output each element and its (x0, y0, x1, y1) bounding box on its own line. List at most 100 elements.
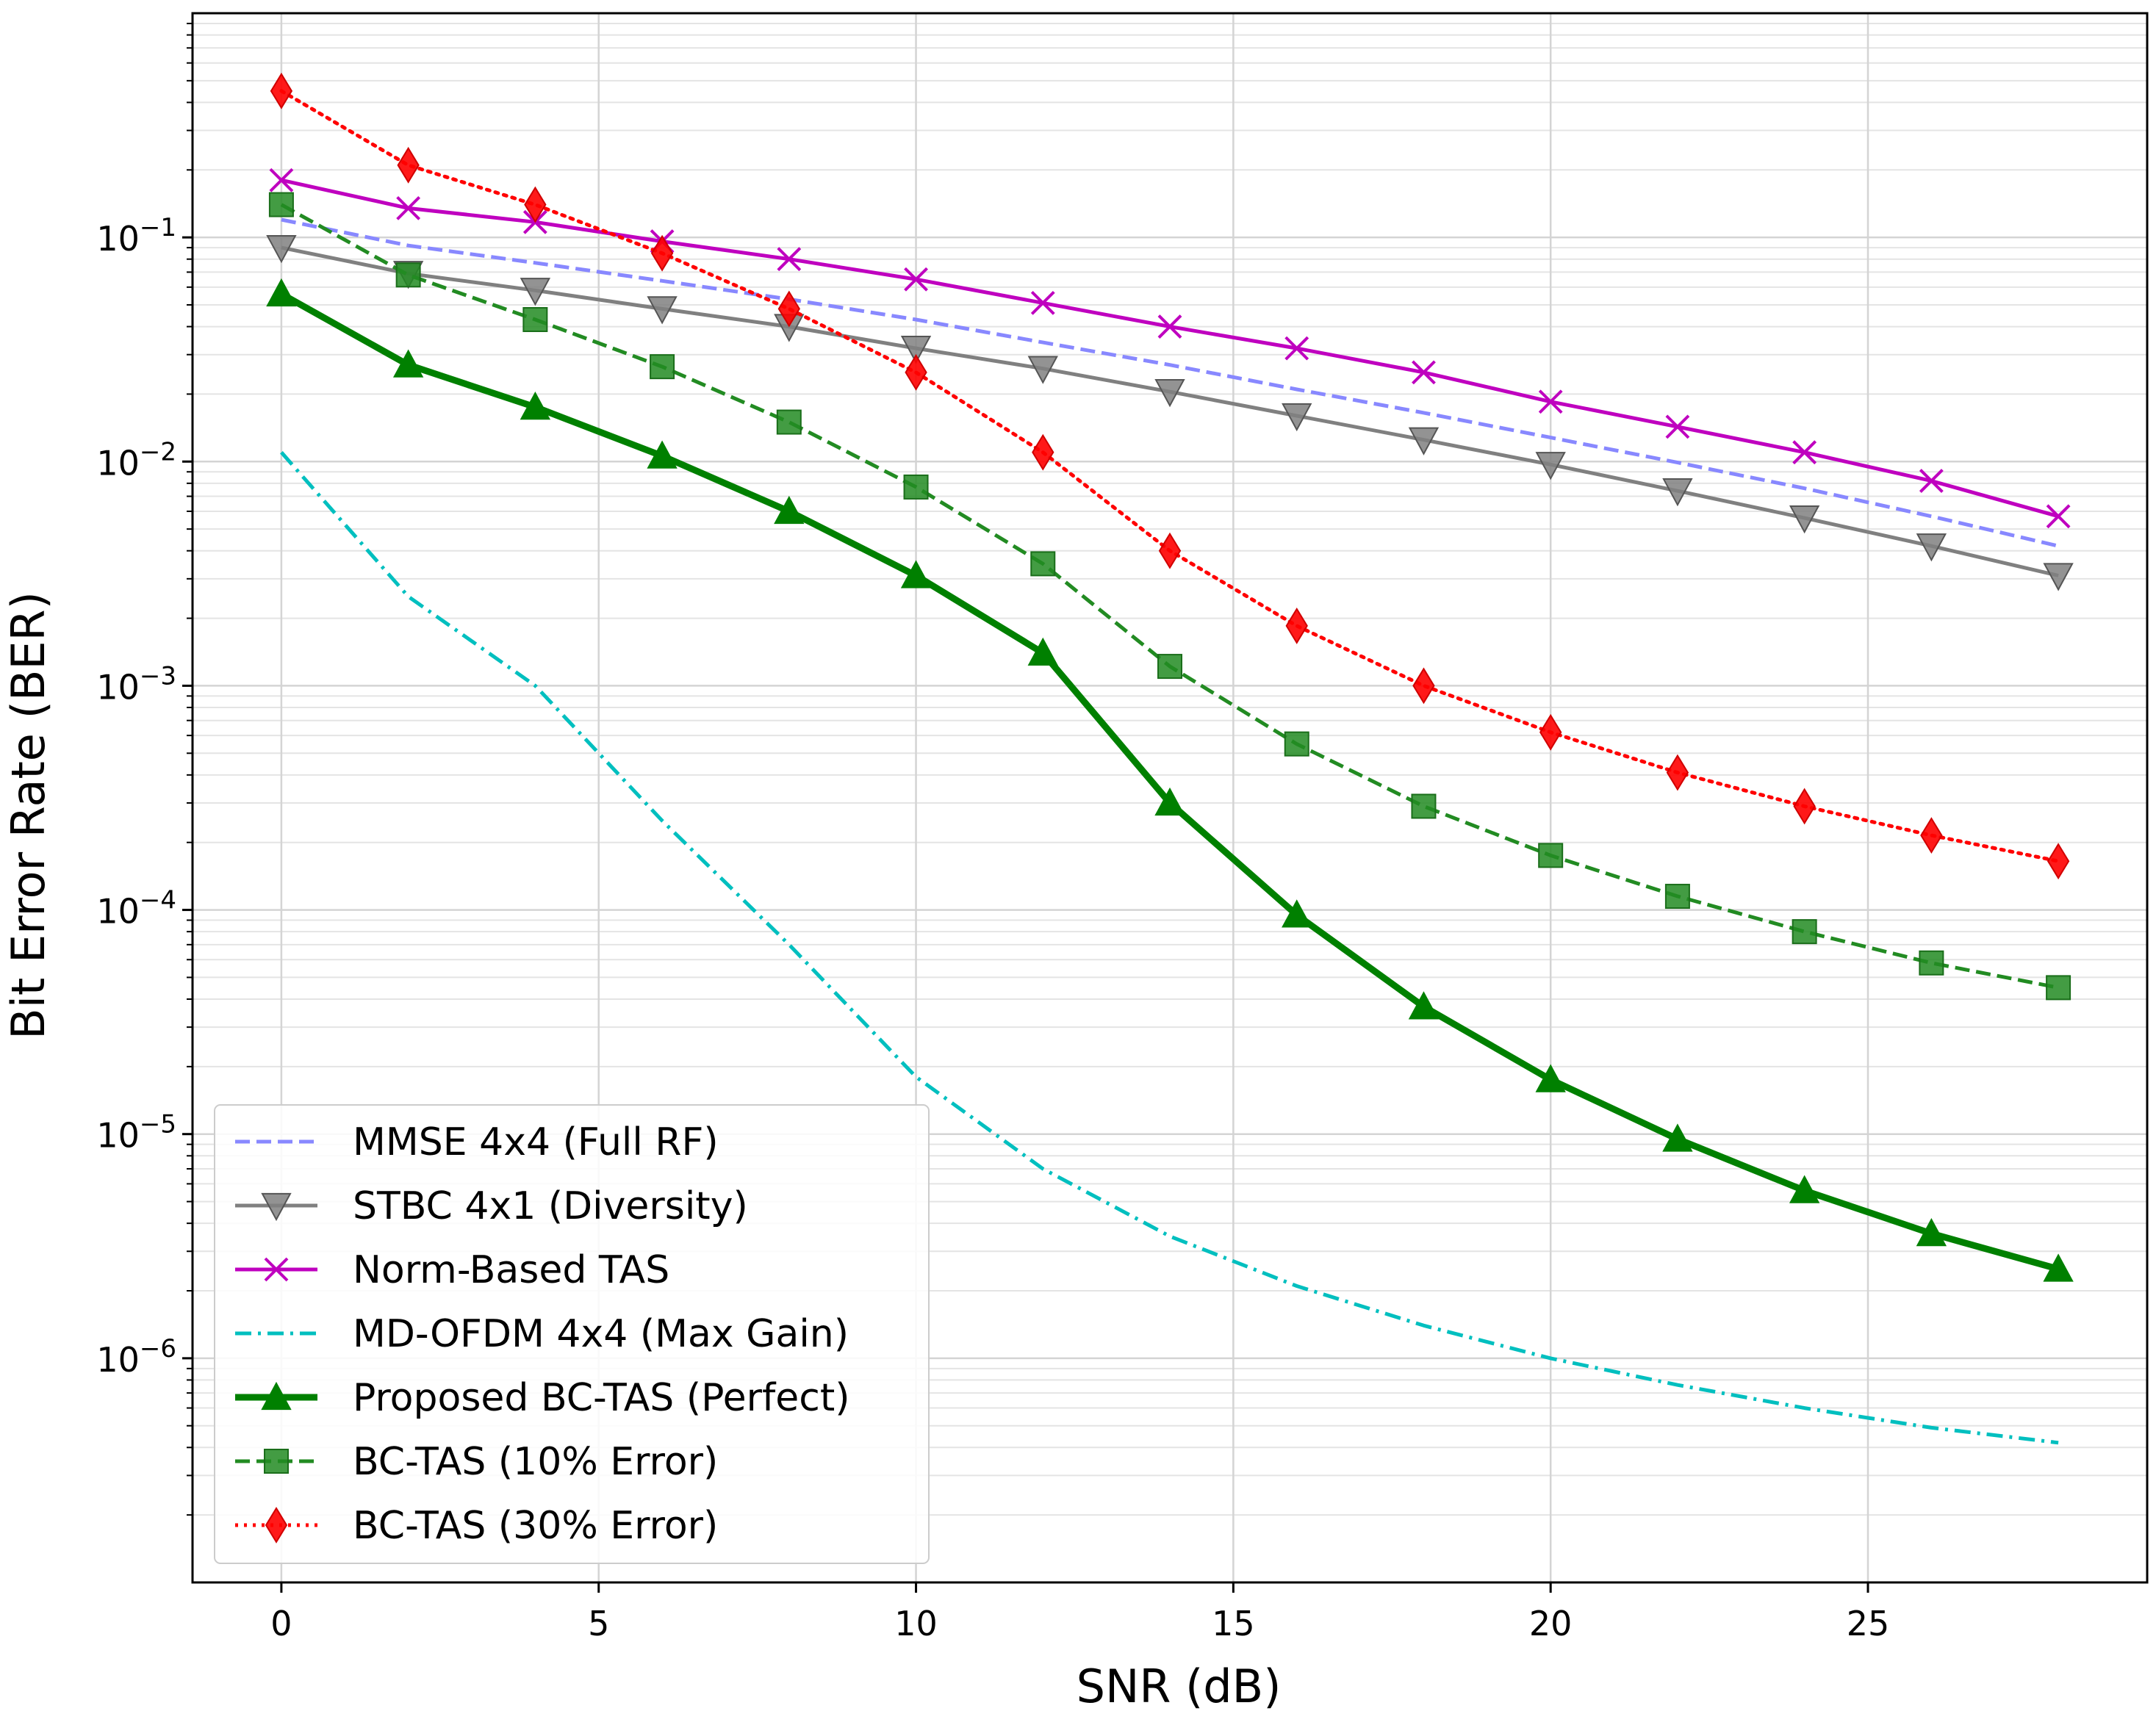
y-axis-label: Bit Error Rate (BER) (1, 591, 55, 1040)
marker-diamond (1285, 607, 1308, 644)
marker-square (903, 474, 929, 500)
marker-square (1538, 843, 1564, 868)
legend-label: Proposed BC-TAS (Perfect) (353, 1376, 850, 1420)
marker-diamond (1793, 788, 1816, 825)
series-2 (269, 168, 2071, 529)
marker-triangle-down (1408, 427, 1440, 455)
marker-x (1157, 314, 1182, 339)
x-tick-label: 20 (1529, 1604, 1573, 1643)
x-tick-label: 5 (588, 1604, 609, 1643)
marker-triangle-down (261, 1192, 292, 1222)
marker-x-stroke (1412, 360, 1436, 385)
marker-x (904, 267, 928, 292)
marker-triangle-down (1916, 533, 1947, 562)
marker-square (1157, 654, 1182, 680)
marker-diamond (905, 353, 927, 391)
legend-entry: Proposed BC-TAS (Perfect) (235, 1376, 850, 1420)
marker-triangle-up (1916, 1218, 1947, 1247)
marker-x (1919, 469, 1944, 493)
legend: MMSE 4x4 (Full RF) STBC 4x1 (Diversity) No… (214, 1104, 930, 1564)
marker-x-stroke (1157, 314, 1182, 339)
marker-triangle-up (647, 440, 678, 469)
series-6 (270, 72, 2070, 880)
marker-diamond (1158, 532, 1182, 569)
marker-triangle-down (1662, 478, 1693, 507)
marker-square (1030, 551, 1056, 577)
marker-diamond (777, 290, 800, 328)
legend-entry: BC-TAS (10% Error) (235, 1440, 718, 1484)
x-tick-label: 15 (1212, 1604, 1255, 1643)
marker-x (1412, 360, 1436, 385)
x-tick-label: 25 (1847, 1604, 1890, 1643)
marker-triangle-down (1154, 379, 1185, 408)
marker-triangle-up (520, 392, 551, 420)
marker-triangle-up (1408, 991, 1440, 1020)
legend-label: BC-TAS (10% Error) (353, 1440, 718, 1484)
marker-triangle-down (266, 234, 297, 264)
marker-x-stroke (777, 247, 802, 272)
marker-triangle-down (1535, 452, 1566, 480)
marker-x-stroke (1538, 389, 1563, 414)
marker-diamond (1666, 754, 1689, 791)
marker-x (1538, 389, 1563, 414)
x-tick-label: 10 (894, 1604, 938, 1643)
marker-triangle-down (647, 296, 678, 325)
marker-diamond (1032, 433, 1054, 471)
marker-triangle-up (1662, 1123, 1693, 1152)
marker-square (522, 306, 548, 332)
legend-entry: STBC 4x1 (Diversity) (235, 1184, 748, 1228)
x-tick-label: 0 (270, 1604, 292, 1643)
marker-square (1792, 919, 1817, 945)
marker-triangle-up (1027, 637, 1058, 666)
plot-frame (191, 12, 2149, 1584)
series-5 (268, 192, 2071, 1001)
series-0 (281, 217, 2059, 548)
marker-x (777, 247, 802, 272)
legend-entry: MMSE 4x4 (Full RF) (235, 1120, 719, 1164)
marker-square (776, 409, 802, 435)
marker-square (1284, 731, 1309, 757)
marker-triangle-up (266, 278, 297, 307)
marker-x-stroke (1030, 290, 1055, 315)
marker-x-stroke (1284, 336, 1309, 361)
marker-square (650, 354, 675, 380)
legend-label: MMSE 4x4 (Full RF) (353, 1120, 719, 1164)
legend-label: STBC 4x1 (Diversity) (353, 1184, 748, 1228)
series-lines (266, 72, 2074, 1445)
marker-square (264, 1449, 289, 1474)
marker-square (1664, 884, 1690, 909)
legend-label: Norm-Based TAS (353, 1248, 669, 1292)
marker-x-stroke (269, 168, 294, 192)
marker-diamond (1920, 817, 1943, 854)
series-4 (266, 278, 2074, 1282)
marker-x-stroke (904, 267, 928, 292)
marker-x-stroke (1792, 440, 1817, 465)
series-line (281, 217, 2059, 548)
marker-square (1411, 793, 1437, 819)
marker-x-stroke (1919, 469, 1944, 493)
legend-entry: BC-TAS (30% Error) (235, 1504, 718, 1548)
marker-x (1665, 414, 1690, 439)
marker-x (1284, 336, 1309, 361)
marker-diamond (1412, 667, 1435, 705)
marker-triangle-down (900, 335, 932, 364)
marker-x-stroke (1665, 414, 1690, 439)
marker-square (2046, 975, 2071, 1001)
marker-triangle-down (520, 278, 551, 306)
marker-x-stroke (264, 1257, 289, 1282)
marker-triangle-up (1789, 1175, 1820, 1203)
legend-label: BC-TAS (30% Error) (353, 1504, 718, 1548)
marker-square (1919, 950, 1944, 976)
marker-x (269, 168, 294, 192)
marker-x (264, 1257, 289, 1282)
marker-x (1792, 440, 1817, 465)
x-axis-label: SNR (dB) (1077, 1660, 1282, 1711)
marker-triangle-up (1282, 899, 1312, 928)
marker-x (396, 195, 421, 220)
marker-triangle-down (1027, 356, 1058, 384)
marker-triangle-up (392, 349, 424, 378)
marker-triangle-up (261, 1381, 292, 1411)
marker-square (268, 192, 294, 217)
marker-triangle-up (1535, 1064, 1566, 1092)
